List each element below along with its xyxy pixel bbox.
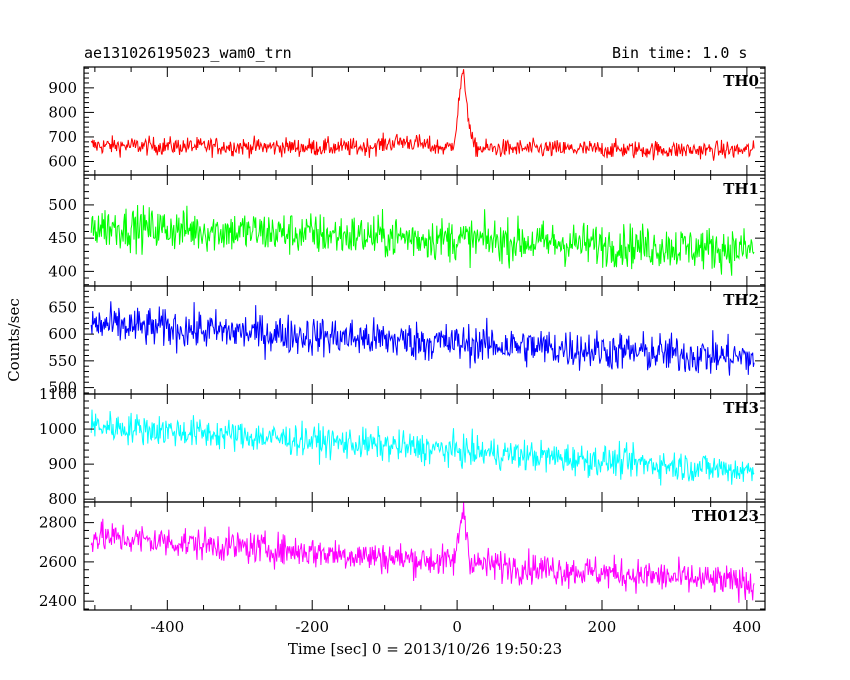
- series-th3: [90, 409, 755, 486]
- y-tick-label: 600: [48, 325, 77, 343]
- panel-label-th3: TH3: [723, 399, 759, 417]
- y-tick-label: 400: [48, 262, 77, 280]
- y-tick-label: 650: [48, 298, 77, 316]
- x-tick-label: -200: [295, 618, 329, 636]
- series-th0123: [90, 502, 755, 603]
- panel-label-th1: TH1: [723, 180, 759, 198]
- panel-frame-th0: [83, 66, 766, 176]
- x-tick-label: -400: [150, 618, 184, 636]
- y-tick-label: 500: [48, 379, 77, 397]
- y-tick-label: 550: [48, 352, 77, 370]
- y-tick-label: 2800: [39, 514, 77, 532]
- chart-title: ae131026195023_wam0_trn: [84, 44, 292, 62]
- y-tick-label: 700: [48, 128, 77, 146]
- y-tick-label: 1000: [39, 420, 77, 438]
- bin-time-label: Bin time: 1.0 s: [612, 44, 748, 62]
- y-tick-label: 900: [48, 455, 77, 473]
- y-tick-label: 800: [48, 490, 77, 508]
- y-tick-label: 2400: [39, 592, 77, 610]
- y-tick-label: 2600: [39, 553, 77, 571]
- y-tick-label: 1100: [39, 385, 77, 403]
- x-axis-label: Time [sec] 0 = 2013/10/26 19:50:23: [287, 640, 563, 658]
- series-th1: [90, 204, 755, 276]
- y-tick-label: 900: [48, 79, 77, 97]
- panel-frame-th3: [83, 393, 766, 503]
- series-th0: [90, 69, 755, 161]
- x-tick-label: 200: [588, 618, 617, 636]
- x-tick-label: 0: [452, 618, 462, 636]
- y-tick-label: 800: [48, 103, 77, 121]
- y-axis-label: Counts/sec: [5, 298, 23, 382]
- panel-frame-th0123: [83, 501, 766, 611]
- series-th2: [90, 301, 755, 376]
- y-tick-label: 600: [48, 153, 77, 171]
- y-tick-label: 500: [48, 196, 77, 214]
- y-tick-label: 450: [48, 229, 77, 247]
- x-tick-label: 400: [733, 618, 762, 636]
- panel-label-th0123: TH0123: [692, 507, 759, 525]
- panel-label-th0: TH0: [723, 72, 759, 90]
- panel-label-th2: TH2: [723, 291, 759, 309]
